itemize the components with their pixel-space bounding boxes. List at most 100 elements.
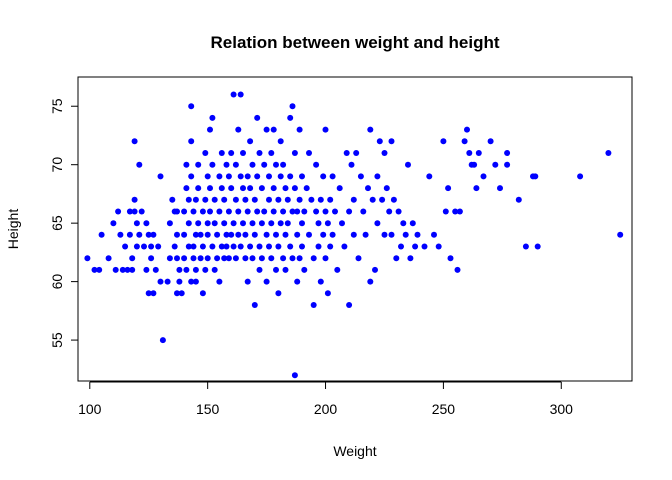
data-point	[440, 138, 447, 145]
data-point	[98, 231, 105, 238]
data-point	[303, 185, 310, 192]
data-point	[350, 231, 357, 238]
data-point	[461, 138, 468, 145]
data-point	[223, 231, 230, 238]
data-point	[143, 220, 150, 227]
data-point	[329, 231, 336, 238]
data-point	[372, 266, 378, 273]
data-point	[367, 278, 374, 285]
data-point	[235, 126, 242, 133]
data-point	[199, 243, 206, 250]
data-point	[261, 208, 268, 215]
data-point	[320, 173, 327, 180]
data-point	[256, 150, 263, 156]
data-point	[263, 231, 270, 238]
data-point	[398, 243, 404, 250]
data-point	[247, 138, 254, 145]
data-point	[360, 208, 367, 215]
data-points	[84, 91, 624, 379]
data-point	[185, 220, 192, 227]
data-point	[112, 266, 119, 273]
data-point	[188, 138, 195, 145]
data-point	[249, 255, 256, 262]
data-point	[317, 278, 324, 285]
data-point	[287, 114, 294, 121]
data-point	[244, 173, 251, 180]
data-point	[466, 150, 473, 156]
data-point	[405, 161, 411, 168]
data-point	[400, 220, 407, 227]
data-point	[247, 185, 254, 192]
data-point	[174, 255, 180, 262]
data-point	[192, 278, 199, 285]
data-point	[577, 173, 584, 180]
data-point	[155, 243, 162, 250]
data-point	[273, 231, 279, 238]
data-point	[308, 196, 315, 203]
data-point	[402, 231, 409, 238]
data-point	[393, 255, 400, 262]
data-point	[475, 150, 482, 156]
data-point	[421, 243, 428, 250]
data-point	[209, 114, 216, 121]
data-point	[188, 173, 195, 180]
data-point	[355, 255, 362, 262]
data-point	[174, 290, 180, 297]
data-point	[232, 255, 239, 262]
data-point	[183, 161, 190, 168]
x-tick-label: 250	[432, 401, 456, 417]
data-point	[199, 208, 206, 215]
data-point	[209, 243, 216, 250]
data-point	[299, 173, 305, 180]
data-point	[185, 243, 192, 250]
data-point	[214, 255, 221, 262]
data-point	[284, 220, 291, 227]
data-point	[136, 231, 143, 238]
data-point	[164, 278, 171, 285]
data-point	[258, 185, 265, 192]
x-tick-label: 150	[196, 401, 220, 417]
data-point	[228, 231, 235, 238]
data-point	[301, 208, 308, 215]
data-point	[379, 196, 386, 203]
data-point	[313, 208, 320, 215]
data-point	[306, 150, 312, 156]
data-point	[237, 91, 244, 98]
data-point	[310, 302, 317, 308]
y-axis: 55 60 65 70 75	[49, 98, 79, 348]
data-point	[280, 161, 287, 168]
data-point	[256, 266, 263, 273]
data-point	[240, 150, 246, 156]
data-point	[129, 266, 136, 273]
data-point	[174, 208, 180, 215]
data-point	[282, 231, 289, 238]
data-point	[254, 208, 261, 215]
data-point	[289, 103, 296, 110]
data-point	[291, 150, 298, 156]
data-point	[178, 290, 185, 297]
data-point	[346, 302, 353, 308]
data-point	[240, 220, 246, 227]
data-point	[166, 255, 173, 262]
data-point	[346, 208, 353, 215]
data-point	[157, 278, 164, 285]
x-tick-label: 100	[78, 401, 102, 417]
data-point	[268, 220, 275, 227]
data-point	[209, 161, 216, 168]
data-point	[299, 220, 305, 227]
data-point	[456, 208, 463, 215]
data-point	[296, 255, 303, 262]
data-point	[188, 278, 195, 285]
data-point	[327, 243, 334, 250]
data-point	[383, 185, 390, 192]
data-point	[237, 173, 244, 180]
data-point	[225, 208, 232, 215]
data-point	[296, 126, 303, 133]
data-point	[294, 208, 301, 215]
data-point	[492, 161, 499, 168]
data-point	[190, 255, 197, 262]
data-point	[254, 173, 261, 180]
data-point	[91, 266, 98, 273]
data-point	[275, 243, 282, 250]
data-point	[442, 208, 449, 215]
